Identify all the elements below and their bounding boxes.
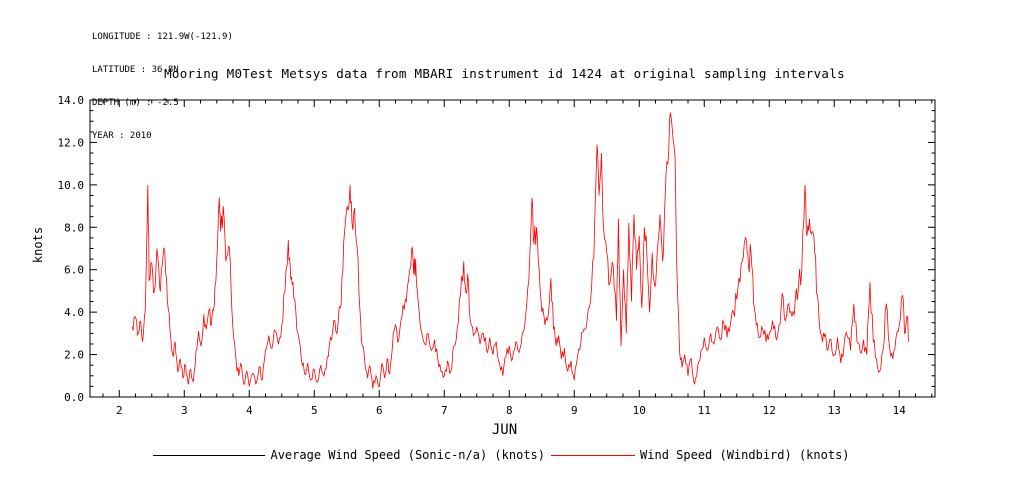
y-tick-label: 4.0 xyxy=(64,306,84,319)
plot-axes xyxy=(89,99,936,398)
x-tick-label: 7 xyxy=(441,404,448,417)
legend: Average Wind Speed (Sonic-n/a) (knots) W… xyxy=(0,448,1009,462)
legend-line-sonic-icon xyxy=(153,455,266,456)
x-tick-label: 14 xyxy=(893,404,907,417)
y-axis-ticks: 0.0 2.0 4.0 6.0 8.0 10.0 12.0 14.0 xyxy=(58,94,935,404)
chart-title: Mooring M0Test Metsys data from MBARI in… xyxy=(164,66,845,81)
x-tick-label: 8 xyxy=(506,404,513,417)
x-tick-label: 3 xyxy=(181,404,188,417)
y-axis-label: knots xyxy=(31,226,45,264)
y-tick-label: 2.0 xyxy=(64,349,84,362)
metadata-line-latitude: LATITUDE : 36.8N xyxy=(92,65,179,75)
x-tick-label: 6 xyxy=(376,404,383,417)
x-tick-label: 13 xyxy=(828,404,841,417)
y-tick-label: 10.0 xyxy=(58,179,85,192)
legend-line-windbird-icon xyxy=(551,455,636,456)
x-tick-label: 5 xyxy=(311,404,318,417)
legend-entry-sonic: Average Wind Speed (Sonic-n/a) (knots) xyxy=(153,448,551,462)
x-tick-label: 11 xyxy=(698,404,711,417)
legend-label-windbird: Wind Speed (Windbird) (knots) xyxy=(640,448,850,462)
x-tick-label: 10 xyxy=(633,404,646,417)
y-tick-label: 0.0 xyxy=(64,391,84,404)
y-tick-label: 6.0 xyxy=(64,264,84,277)
y-tick-label: 14.0 xyxy=(58,94,85,107)
legend-entry-windbird: Wind Speed (Windbird) (knots) xyxy=(551,448,856,462)
x-tick-label: 9 xyxy=(571,404,578,417)
series-line-windbird xyxy=(131,112,910,389)
y-tick-label: 8.0 xyxy=(64,221,84,234)
x-axis-ticks: 2 3 4 5 6 7 8 9 10 11 12 13 14 xyxy=(102,100,933,417)
x-tick-label: 4 xyxy=(246,404,253,417)
x-tick-label: 2 xyxy=(116,404,123,417)
x-tick-label: 12 xyxy=(763,404,776,417)
x-axis-label: JUN xyxy=(491,422,518,438)
legend-label-sonic: Average Wind Speed (Sonic-n/a) (knots) xyxy=(270,448,546,462)
y-tick-label: 12.0 xyxy=(58,136,85,149)
metadata-line-year: YEAR : 2010 xyxy=(92,131,152,141)
metadata-line-longitude: LONGITUDE : 121.9W(-121.9) xyxy=(92,32,233,42)
